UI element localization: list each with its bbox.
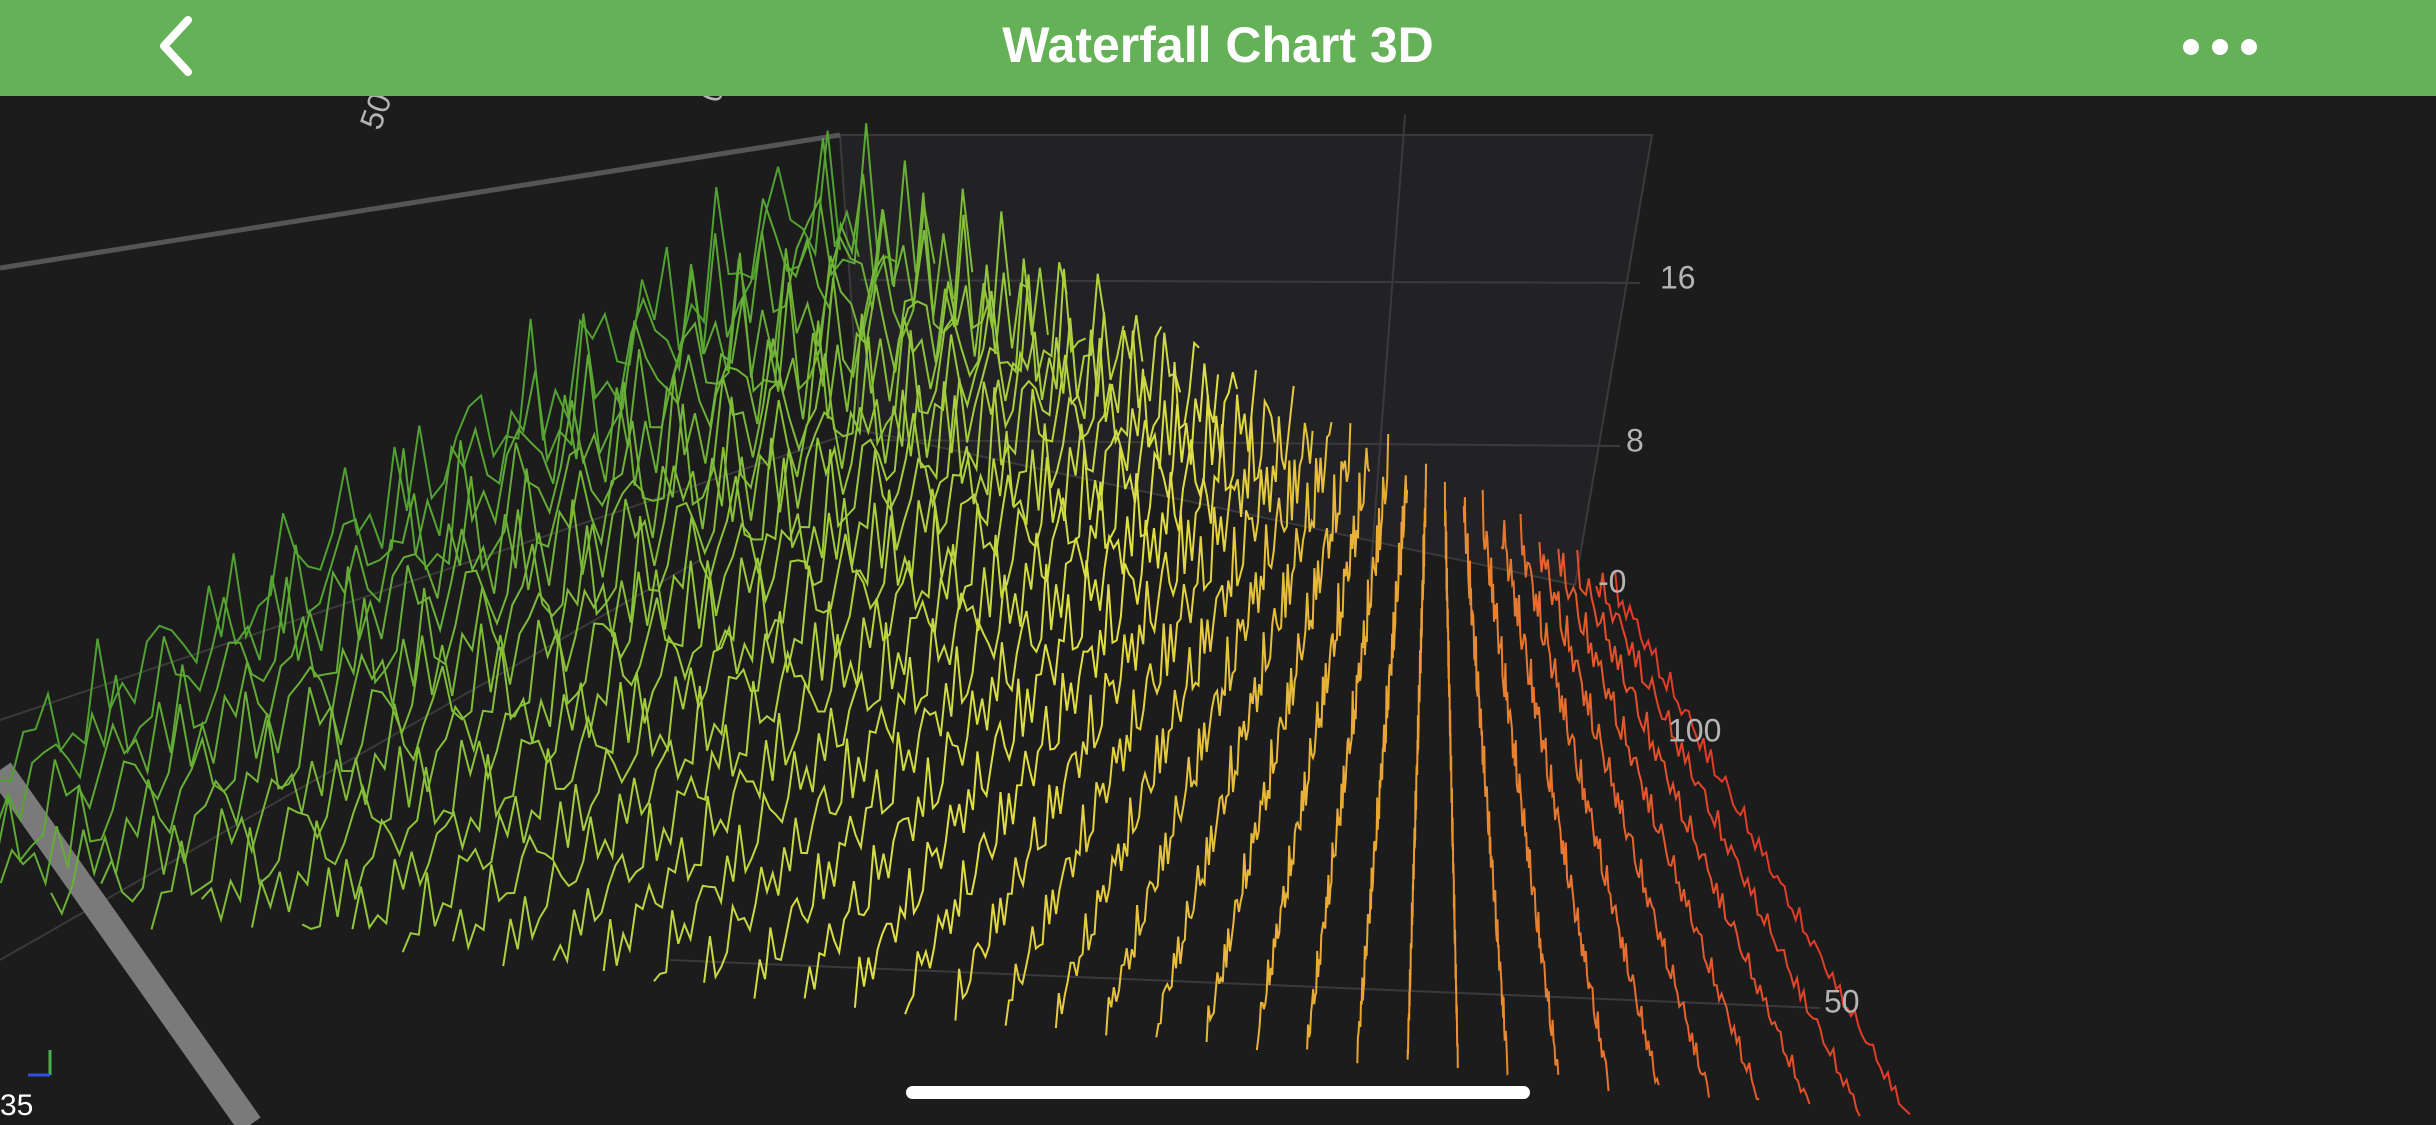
home-indicator	[906, 1086, 1530, 1099]
waterfall-slice	[954, 369, 1257, 1021]
waterfall-slice	[1557, 548, 1760, 1101]
y-tick-label: -0	[1598, 563, 1626, 599]
y-tick-label: 16	[1660, 259, 1696, 295]
waterfall-slice	[552, 273, 1106, 965]
waterfall-slice	[451, 261, 1068, 952]
waterfall-slice	[50, 160, 917, 916]
waterfall-slice	[200, 188, 974, 924]
more-button[interactable]	[2180, 32, 2260, 62]
waterfall-slice	[1255, 447, 1371, 1051]
nav-title: Waterfall Chart 3D	[1002, 17, 1434, 73]
waterfall-slice	[1306, 433, 1390, 1050]
waterfall-slice	[1538, 541, 1710, 1098]
waterfall-slice	[1004, 397, 1276, 1026]
waterfall-slice	[1406, 463, 1427, 1060]
waterfall-slice	[1155, 422, 1333, 1038]
waterfall-slice	[502, 268, 1087, 967]
waterfall-slice	[351, 264, 1030, 930]
waterfall-slice	[251, 214, 993, 928]
waterfall-slice	[904, 372, 1238, 1015]
waterfall-lines	[0, 123, 1911, 1117]
waterfall-slice	[1519, 513, 1660, 1086]
waterfall-slice	[1054, 385, 1295, 1029]
grid-line	[669, 959, 1821, 1009]
grid-line	[869, 439, 1621, 447]
waterfall-slice	[1481, 489, 1560, 1075]
grid-line	[0, 559, 701, 961]
fps-counter: 35	[0, 1089, 33, 1122]
waterfall-slice	[753, 332, 1182, 999]
z-tick-label: 100	[1668, 712, 1721, 748]
waterfall-slice	[1356, 475, 1409, 1064]
waterfall-slice	[1614, 570, 1911, 1116]
waterfall-slice	[1595, 572, 1861, 1117]
y-tick-label: 8	[1626, 422, 1644, 458]
waterfall-slice	[853, 363, 1219, 1008]
waterfall-slice	[1576, 549, 1811, 1105]
waterfall-slice	[1462, 497, 1509, 1076]
z-tick-label: 50	[1824, 983, 1860, 1019]
waterfall-slice	[0, 130, 841, 783]
grid	[0, 114, 1821, 1125]
waterfall-slice	[602, 312, 1125, 972]
waterfall-slice	[1500, 520, 1610, 1092]
waterfall-slice	[1443, 481, 1459, 1069]
grid-line	[859, 279, 1641, 284]
waterfall-slice	[150, 192, 955, 930]
waterfall-slice	[1105, 422, 1314, 1036]
nav-bar: Waterfall Chart 3D	[0, 0, 2436, 96]
waterfall-slice	[401, 258, 1049, 953]
waterfall-slice	[100, 205, 936, 903]
waterfall-slice	[1205, 423, 1352, 1043]
waterfall-slice	[653, 314, 1144, 982]
grid-line	[1369, 114, 1406, 581]
waterfall-slice	[0, 123, 879, 863]
axis-edge	[0, 132, 841, 271]
back-plane	[838, 134, 1654, 587]
waterfall-slice	[803, 340, 1200, 999]
axis-edge	[0, 762, 261, 1125]
back-button[interactable]	[150, 12, 210, 82]
